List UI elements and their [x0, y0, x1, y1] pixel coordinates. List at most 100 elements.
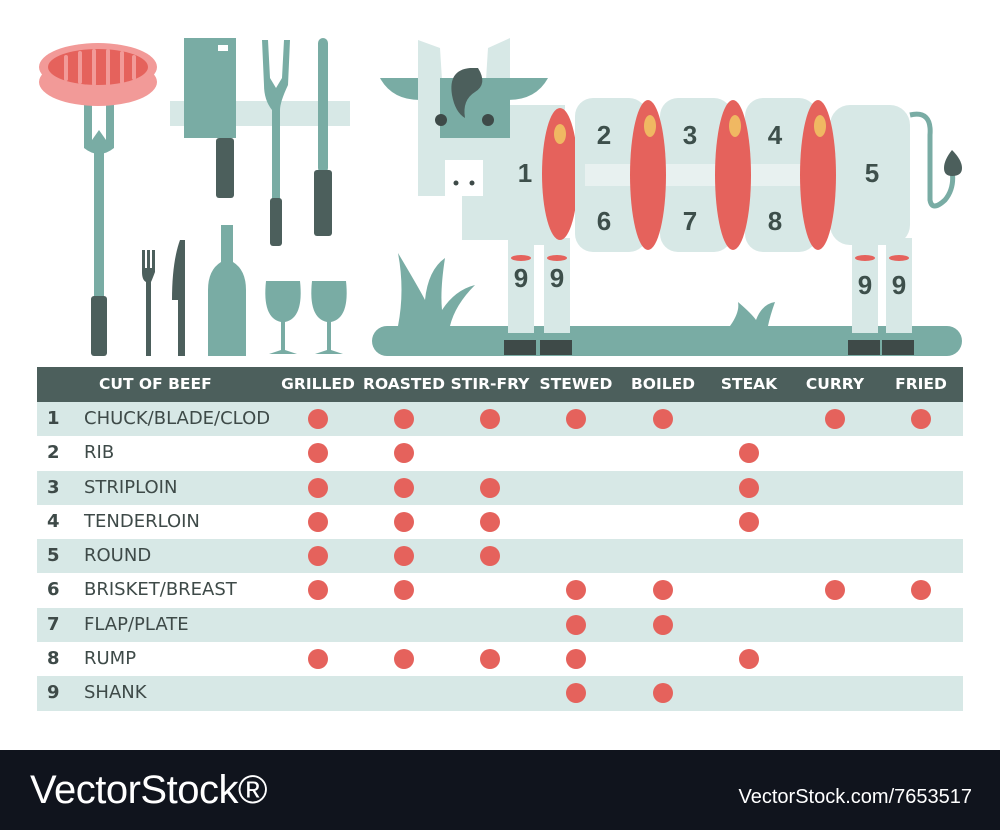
table-row: 4 TENDERLOIN — [37, 505, 963, 539]
table-row: 3 STRIPLOIN — [37, 470, 963, 505]
carving-fork-icon — [262, 40, 290, 246]
cut-name: STRIPLOIN — [84, 476, 178, 498]
cut-name: RIB — [84, 442, 115, 464]
header-roasted: ROASTED — [363, 375, 445, 393]
cut-name: SHANK — [84, 682, 147, 704]
wine-bottle-icon — [208, 225, 246, 356]
cut-name: BRISKET/BREAST — [84, 579, 237, 601]
suitable-dot-roasted — [394, 649, 414, 670]
cow-cut-label: 7 — [682, 206, 698, 236]
header-grilled: GRILLED — [281, 375, 355, 393]
table-row: 1 CHUCK/BLADE/CLOD — [37, 402, 963, 437]
cow-cut-label: 3 — [682, 120, 698, 150]
cut-number: 7 — [47, 613, 60, 635]
brand-logo: VectorStock® — [30, 768, 267, 812]
footer: VectorStock® VectorStock.com/7653517 — [0, 750, 1000, 830]
cut-name: ROUND — [84, 545, 152, 567]
illustration: 1 2 3 4 5 6 7 8 9 9 9 9 — [0, 0, 1000, 365]
wine-glass-icon — [265, 281, 347, 354]
cut-number: 9 — [47, 682, 60, 704]
cow-cut-label: 4 — [767, 120, 783, 150]
header-fried: FRIED — [895, 375, 947, 393]
suitable-dot-boiled — [653, 409, 673, 429]
suitable-dot-roasted — [394, 477, 414, 498]
suitable-dot-boiled — [653, 580, 673, 601]
suitable-dot-roasted — [394, 409, 414, 429]
beef-cuts-table: CUT OF BEEF GRILLED ROASTED STIR-FRY STE… — [37, 367, 963, 711]
cut-name: TENDERLOIN — [84, 510, 200, 532]
grass-icon — [398, 253, 775, 326]
header-steak: STEAK — [720, 375, 778, 393]
cleaver-icon — [184, 38, 236, 198]
suitable-dot-grilled — [308, 477, 328, 498]
suitable-dot-fried — [911, 580, 931, 601]
table-header: CUT OF BEEF GRILLED ROASTED STIR-FRY STE… — [37, 367, 963, 402]
cut-number: 1 — [47, 408, 60, 429]
cut-name: FLAP/PLATE — [84, 613, 189, 635]
cut-number: 8 — [47, 648, 60, 670]
suitable-dot-stir-fry — [480, 649, 500, 670]
table-row: 5 ROUND — [37, 539, 963, 574]
header-boiled: BOILED — [630, 375, 696, 393]
suitable-dot-roasted — [394, 443, 414, 464]
suitable-dot-curry — [825, 409, 845, 429]
cow-cut-label: 8 — [767, 206, 783, 236]
cow-cut-label: 9 — [513, 263, 529, 293]
sharpening-steel-icon — [314, 38, 332, 236]
suitable-dot-stewed — [566, 409, 586, 429]
steak-on-fork-icon — [39, 43, 157, 356]
table-body: 1 CHUCK/BLADE/CLOD 2 RIB 3 STRIPLOIN 4 TENDERLO… — [37, 402, 963, 711]
suitable-dot-boiled — [653, 683, 673, 704]
suitable-dot-roasted — [394, 511, 414, 532]
suitable-dot-grilled — [308, 546, 328, 567]
suitable-dot-grilled — [308, 443, 328, 464]
suitable-dot-grilled — [308, 649, 328, 670]
suitable-dot-stir-fry — [480, 546, 500, 567]
cow-cut-label: 9 — [857, 270, 873, 300]
suitable-dot-grilled — [308, 580, 328, 601]
suitable-dot-stir-fry — [480, 511, 500, 532]
suitable-dot-steak — [739, 511, 759, 532]
header-cut-of-beef: CUT OF BEEF — [99, 375, 212, 393]
suitable-dot-curry — [825, 580, 845, 601]
suitable-dot-stewed — [566, 614, 586, 635]
cow-cut-label: 9 — [549, 263, 565, 293]
image-reference: VectorStock.com/7653517 — [738, 786, 972, 808]
table-row: 2 RIB — [37, 436, 963, 470]
cow-icon — [380, 38, 962, 355]
table-row: 9 SHANK — [37, 676, 963, 711]
cut-number: 3 — [47, 476, 60, 498]
table-row: 6 BRISKET/BREAST — [37, 573, 963, 607]
cow-cut-label: 9 — [891, 270, 907, 300]
suitable-dot-stewed — [566, 580, 586, 601]
cow-cut-label: 6 — [596, 206, 612, 236]
suitable-dot-roasted — [394, 580, 414, 601]
suitable-dot-grilled — [308, 409, 328, 429]
header-stewed: STEWED — [539, 375, 613, 393]
suitable-dot-stir-fry — [480, 477, 500, 498]
header-curry: CURRY — [805, 375, 865, 393]
suitable-dot-roasted — [394, 546, 414, 567]
knife-icon — [172, 240, 185, 356]
cow-cut-label: 1 — [517, 158, 533, 188]
table-row: 8 RUMP — [37, 642, 963, 676]
cut-number: 6 — [47, 579, 60, 601]
suitable-dot-stir-fry — [480, 409, 500, 429]
cut-number: 2 — [47, 442, 60, 464]
cow-cut-label: 5 — [864, 158, 880, 188]
table-row: 7 FLAP/PLATE — [37, 607, 963, 643]
suitable-dot-fried — [911, 409, 931, 429]
cut-number: 5 — [47, 545, 60, 567]
suitable-dot-stewed — [566, 649, 586, 670]
suitable-dot-steak — [739, 443, 759, 464]
suitable-dot-grilled — [308, 511, 328, 532]
suitable-dot-steak — [739, 649, 759, 670]
cow-cut-label: 2 — [596, 120, 612, 150]
header-stir-fry: STIR-FRY — [450, 375, 530, 393]
fork-icon — [142, 250, 155, 356]
suitable-dot-stewed — [566, 683, 586, 704]
cut-name: RUMP — [84, 648, 137, 670]
cut-number: 4 — [47, 510, 60, 532]
suitable-dot-boiled — [653, 614, 673, 635]
suitable-dot-steak — [739, 477, 759, 498]
